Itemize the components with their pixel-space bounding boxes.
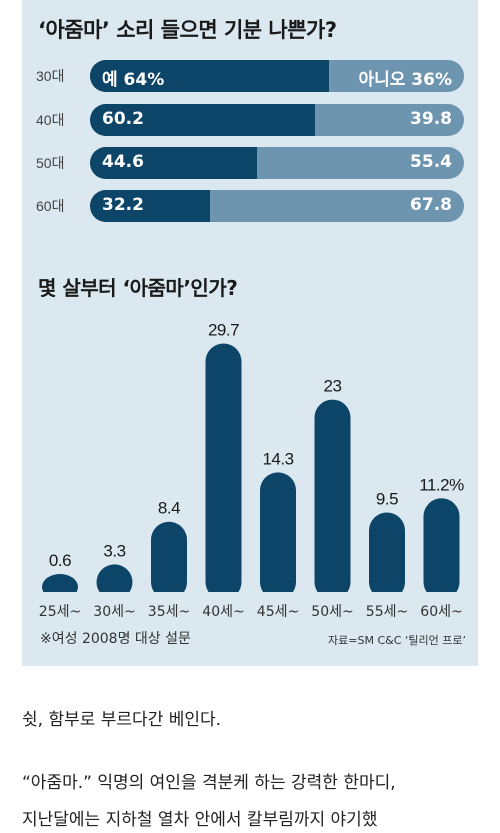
no-value-label: 67.8 — [410, 195, 452, 215]
age-tick-label: 45세~ — [257, 604, 299, 620]
age-tick-label: 30세~ — [93, 604, 135, 620]
no-segment: 60.2 39.8 — [90, 104, 464, 136]
no-segment: 예 64% 아니오 36% — [90, 60, 464, 92]
age-bar — [369, 512, 405, 600]
bar-row: 30대 예 64% 아니오 36% — [22, 60, 478, 92]
age-bar — [205, 343, 242, 600]
bar-value-label: 14.3 — [262, 449, 293, 468]
bar-row: 40대 60.2 39.8 — [22, 104, 478, 136]
no-segment: 44.6 55.4 — [90, 147, 464, 179]
yes-value-label: 32.2 — [102, 195, 144, 215]
article-line-1: 쉿, 함부로 부르다간 베인다. — [22, 710, 222, 730]
bar-row: 50대 44.6 55.4 — [22, 147, 478, 179]
no-value-label: 55.4 — [410, 152, 452, 172]
age-bar — [314, 399, 351, 600]
age-tick-label: 55세~ — [366, 604, 408, 620]
bar-value-label: 11.2% — [419, 475, 464, 494]
bar-value-label: 23 — [324, 377, 342, 396]
age-group-label: 30대 — [36, 68, 65, 84]
source-credit: 자료=SM C&C ‘틸리언 프로’ — [328, 634, 466, 647]
bar-value-label: 3.3 — [103, 541, 125, 560]
bar-row: 60대 32.2 67.8 — [22, 190, 478, 222]
yes-value-label: 예 64% — [102, 70, 165, 90]
footnote: ※여성 2008명 대상 설문 — [40, 631, 191, 647]
age-tick-label: 60세~ — [420, 604, 462, 620]
age-tick-label: 25세~ — [39, 604, 81, 620]
yes-segment — [90, 60, 330, 92]
chart1-title: ‘아줌마’ 소리 들으면 기분 나쁜가? — [38, 18, 337, 42]
age-tick-label: 35세~ — [148, 604, 190, 620]
age-group-label: 40대 — [36, 112, 65, 128]
infographic-panel: ‘아줌마’ 소리 들으면 기분 나쁜가? 30대 예 64% 아니오 36% 40대 6… — [22, 0, 478, 666]
yes-segment — [90, 190, 211, 222]
age-tick-label: 40세~ — [202, 604, 244, 620]
age-group-label: 60대 — [36, 198, 65, 214]
no-value-label: 39.8 — [410, 109, 452, 129]
age-bar — [260, 472, 296, 600]
bar-value-label: 0.6 — [49, 551, 71, 570]
article-line-3: 지난달에는 지하철 열차 안에서 칼부림까지 야기했 — [22, 810, 378, 830]
baseline-mask — [36, 592, 464, 602]
bar-value-label: 8.4 — [158, 499, 180, 518]
yes-segment — [90, 147, 257, 179]
age-bar-chart: 0.6 3.3 8.4 29.7 14.3 23 9.5 11.2% 25세~ 30세~ 35세~ 4… — [36, 321, 465, 620]
bar-value-label: 9.5 — [376, 490, 398, 509]
yes-segment — [90, 104, 316, 136]
no-value-label: 아니오 36% — [358, 70, 452, 90]
age-bar — [96, 564, 133, 600]
age-bar — [151, 521, 187, 600]
age-bar — [423, 498, 460, 600]
article-line-2: “아줌마.” 익명의 여인을 격분케 하는 강력한 한마디, — [22, 773, 396, 793]
yes-value-label: 60.2 — [102, 109, 144, 129]
no-segment: 32.2 67.8 — [90, 190, 464, 222]
bar-value-label: 29.7 — [208, 321, 239, 340]
chart2-title: 몇 살부터 ‘아줌마’인가? — [38, 276, 238, 300]
age-group-label: 50대 — [36, 155, 65, 171]
yes-value-label: 44.6 — [102, 152, 144, 172]
age-tick-label: 50세~ — [311, 604, 353, 620]
